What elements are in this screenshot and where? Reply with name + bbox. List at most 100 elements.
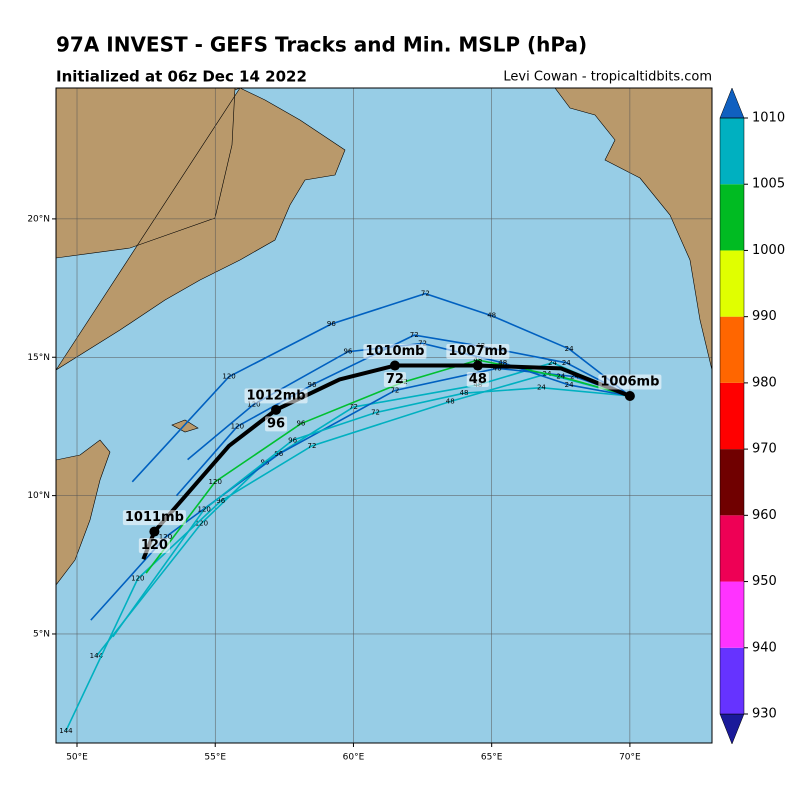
hour-label: 48 — [446, 398, 455, 406]
hour-label: 24 — [565, 345, 574, 353]
x-tick-label: 65°E — [481, 753, 503, 763]
hour-label: 96 — [296, 420, 305, 428]
colorbar-tick-label: 950 — [752, 574, 777, 589]
colorbar-tick-label: 970 — [752, 442, 777, 457]
pressure-label: 1006mb — [600, 374, 659, 389]
hour-label: 120 — [231, 422, 244, 430]
hour-label: 48 — [493, 364, 502, 372]
colorbar-segment — [720, 382, 744, 450]
hour-label: 48 — [469, 372, 487, 387]
hour-label: 120 — [131, 575, 144, 583]
hour-label: 72 — [418, 339, 427, 347]
hour-label: 120 — [159, 533, 172, 541]
pressure-label: 1010mb — [365, 344, 424, 359]
hour-label: 48 — [487, 312, 496, 320]
hour-label: 120 — [141, 538, 168, 553]
hour-label: 48 — [460, 389, 469, 397]
hour-label: 24 — [556, 373, 565, 381]
colorbar-extend — [719, 713, 745, 745]
chart-subtitle: Initialized at 06z Dec 14 2022 — [56, 68, 307, 86]
x-tick-label: 70°E — [619, 753, 641, 763]
colorbar-frame — [719, 117, 745, 715]
hour-label: 96 — [267, 416, 285, 431]
land — [56, 88, 712, 586]
label-bg — [383, 372, 406, 388]
hour-label: 144 — [59, 727, 73, 735]
hour-label: 72 — [421, 290, 430, 298]
hour-label: 72 — [308, 442, 317, 450]
hour-label: 120 — [197, 505, 210, 513]
label-bg — [244, 388, 308, 404]
label-bg — [122, 510, 186, 526]
label-bg — [446, 344, 510, 360]
x-tick-label: 55°E — [204, 753, 226, 763]
pressure-label: 1011mb — [125, 510, 184, 525]
pressure-label: 1007mb — [448, 344, 507, 359]
y-tick-label: 20°N — [27, 214, 50, 224]
colorbar-tick-label: 930 — [752, 707, 777, 722]
pressure-label: 1012mb — [247, 388, 306, 403]
hour-label: 48 — [473, 356, 482, 364]
hour-label: 96 — [274, 450, 283, 458]
label-bg — [363, 344, 427, 360]
x-tick-label: 60°E — [343, 753, 365, 763]
label-bg — [138, 538, 170, 554]
colorbar-segment — [720, 581, 744, 648]
colorbar-segment — [720, 647, 744, 714]
colorbar-segment — [720, 515, 744, 582]
colorbar-tick-label: 990 — [752, 309, 777, 324]
hour-label: 72 — [386, 372, 404, 387]
y-tick-label: 15°N — [27, 353, 50, 363]
hour-label: 96 — [216, 497, 225, 505]
colorbar-segment — [720, 118, 744, 185]
hour-label: 72 — [371, 409, 380, 417]
ensemble-track — [175, 334, 631, 497]
hour-label: 96 — [288, 436, 297, 444]
colorbar-tick-label: 980 — [752, 375, 777, 390]
map-frame — [55, 87, 713, 744]
hour-label: 144 — [90, 652, 104, 660]
chart-title: 97A INVEST - GEFS Tracks and Min. MSLP (… — [56, 33, 587, 57]
hour-label: 48 — [498, 359, 507, 367]
y-tick-label: 10°N — [27, 491, 50, 501]
ensemble-track — [95, 361, 631, 657]
colorbar-tick-label: 1000 — [752, 243, 785, 258]
colorbar-segment — [720, 449, 744, 516]
colorbar-tick-label: 1005 — [752, 177, 785, 192]
hour-label: 120 — [222, 373, 235, 381]
colorbar-tick-label: 940 — [752, 640, 777, 655]
hour-label: 24 — [565, 381, 574, 389]
x-tick-label: 50°E — [66, 753, 88, 763]
mean-point — [472, 360, 483, 371]
colorbar-tick-label: 1010 — [752, 111, 785, 126]
hour-label: 96 — [343, 348, 352, 356]
hour-label: 72 — [390, 386, 399, 394]
hour-label: 120 — [195, 519, 208, 527]
label-bg — [466, 372, 489, 388]
colorbar-extend — [719, 87, 745, 119]
hour-label: 24 — [537, 384, 546, 392]
hour-label: 24 — [562, 359, 571, 367]
mean-track — [141, 363, 631, 560]
hour-label: 72 — [410, 331, 419, 339]
ensemble-track — [187, 342, 631, 461]
label-bg — [598, 374, 662, 390]
credit: Levi Cowan - tropicaltidbits.com — [503, 70, 712, 85]
mean-point — [624, 390, 635, 401]
colorbar-segment — [720, 184, 744, 251]
hour-label: 96 — [327, 320, 336, 328]
hour-label: 120 — [209, 478, 222, 486]
mean-point — [271, 404, 282, 415]
colorbar-segment — [720, 250, 744, 317]
ensemble-track — [131, 292, 631, 483]
hour-label: 120 — [247, 400, 260, 408]
hour-label: 24 — [548, 359, 557, 367]
hour-label: 72 — [349, 403, 358, 411]
colorbar-tick-label: 960 — [752, 508, 777, 523]
y-tick-label: 5°N — [33, 629, 50, 639]
label-bg — [265, 416, 288, 432]
hour-label: 96 — [308, 381, 317, 389]
ensemble-track — [112, 386, 630, 638]
mean-point — [149, 526, 160, 537]
